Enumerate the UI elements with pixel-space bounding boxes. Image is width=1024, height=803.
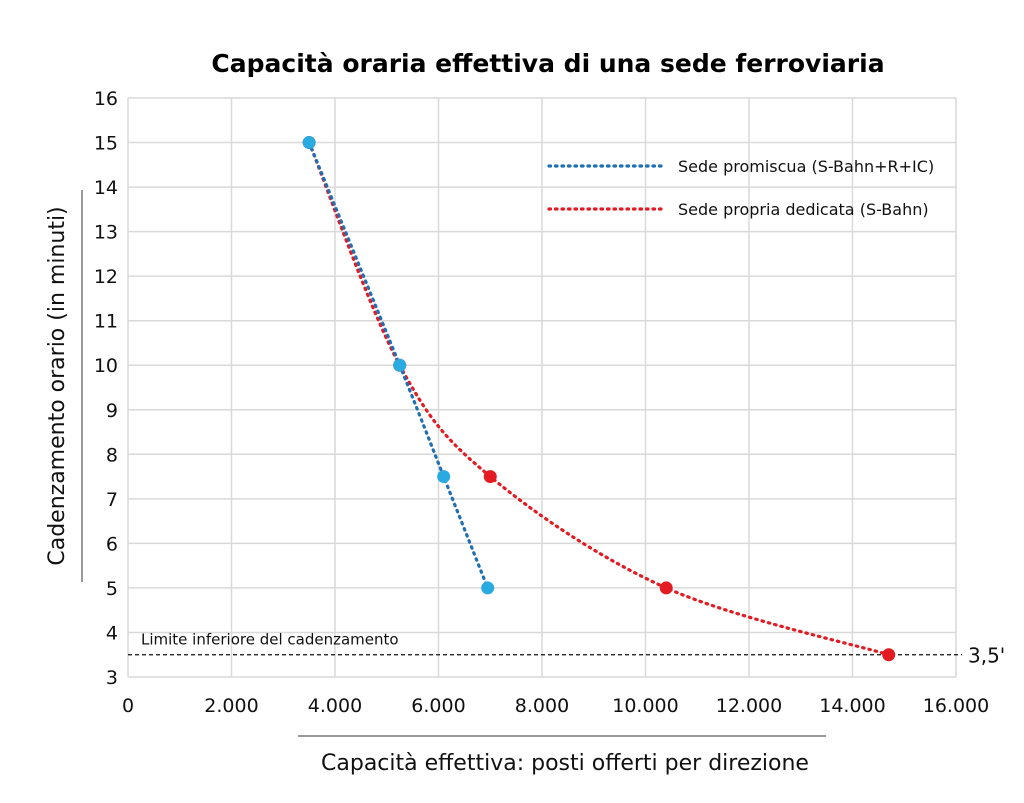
data-point-series-1 xyxy=(882,648,896,662)
series-points xyxy=(302,136,896,662)
y-tick-label: 11 xyxy=(94,311,118,333)
y-tick-label: 10 xyxy=(94,355,118,377)
y-tick-label: 6 xyxy=(106,533,118,555)
series-lines xyxy=(307,140,891,657)
reference-line-group: Limite inferiore del cadenzamento 3,5' xyxy=(128,631,1005,668)
data-point-series-0 xyxy=(393,358,407,372)
x-tick-label: 16.000 xyxy=(923,695,989,717)
data-point-series-1 xyxy=(659,581,673,595)
x-tick-label: 0 xyxy=(122,695,134,717)
x-tick-label: 14.000 xyxy=(819,695,885,717)
y-axis-label: Cadenzamento orario (in minuti) xyxy=(45,206,70,565)
legend-label-1: Sede propria dedicata (S-Bahn) xyxy=(678,200,929,219)
x-tick-label: 6.000 xyxy=(411,695,465,717)
legend-label-0: Sede promiscua (S-Bahn+R+IC) xyxy=(678,157,934,176)
reference-line-label: Limite inferiore del cadenzamento xyxy=(141,631,399,649)
chart-title: Capacità oraria effettiva di una sede fe… xyxy=(211,49,884,78)
reference-line-value-label: 3,5' xyxy=(968,644,1005,668)
y-tick-label: 15 xyxy=(94,133,118,155)
y-tick-label: 7 xyxy=(106,489,118,511)
y-tick-label: 5 xyxy=(106,578,118,600)
y-tick-label: 16 xyxy=(94,88,118,110)
x-axis-ticks: 0 2.000 4.000 6.000 8.000 10.000 12.000 14.000 1… xyxy=(122,695,989,717)
x-tick-label: 2.000 xyxy=(204,695,258,717)
y-tick-label: 3 xyxy=(106,667,118,689)
legend: Sede promiscua (S-Bahn+R+IC) Sede propria… xyxy=(547,157,934,219)
x-axis-label: Capacità effettiva: posti offerti per di… xyxy=(321,751,809,776)
y-tick-label: 9 xyxy=(106,400,118,422)
x-tick-label: 8.000 xyxy=(515,695,569,717)
x-tick-label: 12.000 xyxy=(716,695,782,717)
y-tick-label: 12 xyxy=(94,266,118,288)
y-tick-label: 14 xyxy=(94,177,118,199)
y-axis-ticks: 3 4 5 6 7 8 9 10 11 12 13 14 15 16 xyxy=(94,88,118,689)
x-tick-label: 10.000 xyxy=(612,695,678,717)
data-point-series-1 xyxy=(483,470,497,484)
data-point-series-0 xyxy=(302,136,316,150)
y-tick-label: 8 xyxy=(106,444,118,466)
y-tick-label: 4 xyxy=(106,622,118,644)
series-line-0 xyxy=(307,140,490,590)
data-point-series-0 xyxy=(481,581,495,595)
data-point-series-0 xyxy=(437,470,451,484)
y-tick-label: 13 xyxy=(94,222,118,244)
grid xyxy=(127,97,957,678)
x-tick-label: 4.000 xyxy=(308,695,362,717)
series-line-1 xyxy=(307,140,891,657)
